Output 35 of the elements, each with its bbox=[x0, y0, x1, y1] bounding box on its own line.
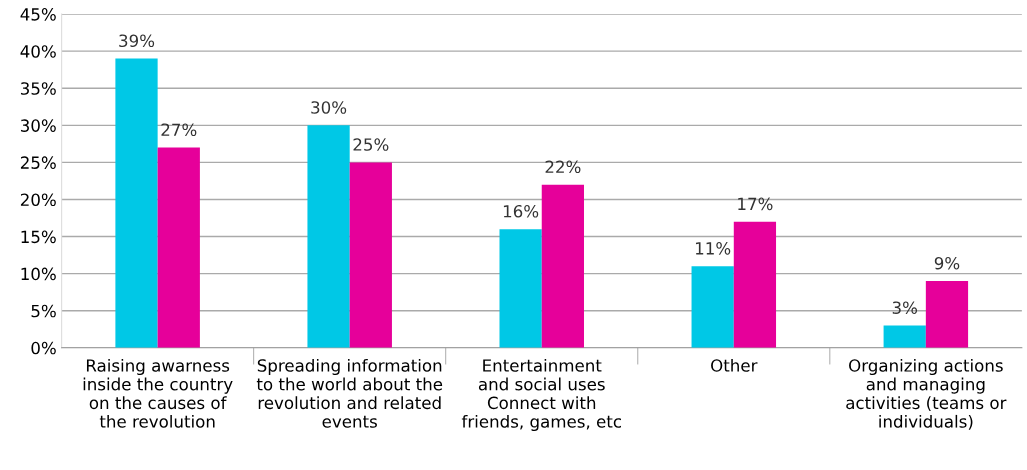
y-tick-label: 10% bbox=[21, 267, 56, 281]
bar bbox=[883, 325, 926, 348]
y-tick-label: 20% bbox=[20, 193, 56, 207]
bar bbox=[307, 125, 350, 348]
y-tick-label: 25% bbox=[20, 156, 56, 169]
data-label: 39% bbox=[119, 34, 155, 48]
x-tick-label: Spreading information to the world about the revolution and related events bbox=[256, 358, 443, 428]
y-tick-label: 30% bbox=[20, 119, 56, 132]
y-tick-label: 5% bbox=[31, 304, 56, 318]
data-label: 27% bbox=[161, 123, 197, 137]
data-label: 17% bbox=[738, 197, 773, 211]
bar bbox=[349, 162, 392, 348]
y-tick-label: 40% bbox=[20, 45, 56, 58]
x-tick-label: Other bbox=[711, 358, 758, 372]
data-label: 3% bbox=[892, 301, 918, 314]
y-tick-label: 45% bbox=[20, 8, 56, 21]
y-tick-label: 35% bbox=[20, 82, 56, 95]
bar bbox=[541, 184, 584, 348]
data-label: 16% bbox=[503, 204, 539, 218]
data-label: 9% bbox=[934, 256, 960, 270]
data-label: 11% bbox=[695, 242, 731, 255]
bar bbox=[499, 229, 542, 348]
x-tick-label: Entertainment and social uses Connect with friends, games, etc bbox=[461, 358, 621, 432]
data-label: 30% bbox=[311, 101, 347, 114]
bar bbox=[925, 281, 969, 348]
bar bbox=[157, 147, 200, 348]
bar bbox=[115, 58, 158, 348]
x-tick-label: Raising awarness inside the country on the causes of the revolution bbox=[83, 358, 233, 428]
y-tick-label: 15% bbox=[21, 230, 56, 244]
x-tick-label: Organizing actions and managing activities (teams or individuals) bbox=[846, 358, 1007, 430]
bar bbox=[691, 266, 734, 348]
data-label: 25% bbox=[353, 138, 389, 151]
bar bbox=[733, 221, 777, 348]
data-label: 22% bbox=[545, 160, 581, 174]
y-tick-label: 0% bbox=[31, 341, 56, 355]
